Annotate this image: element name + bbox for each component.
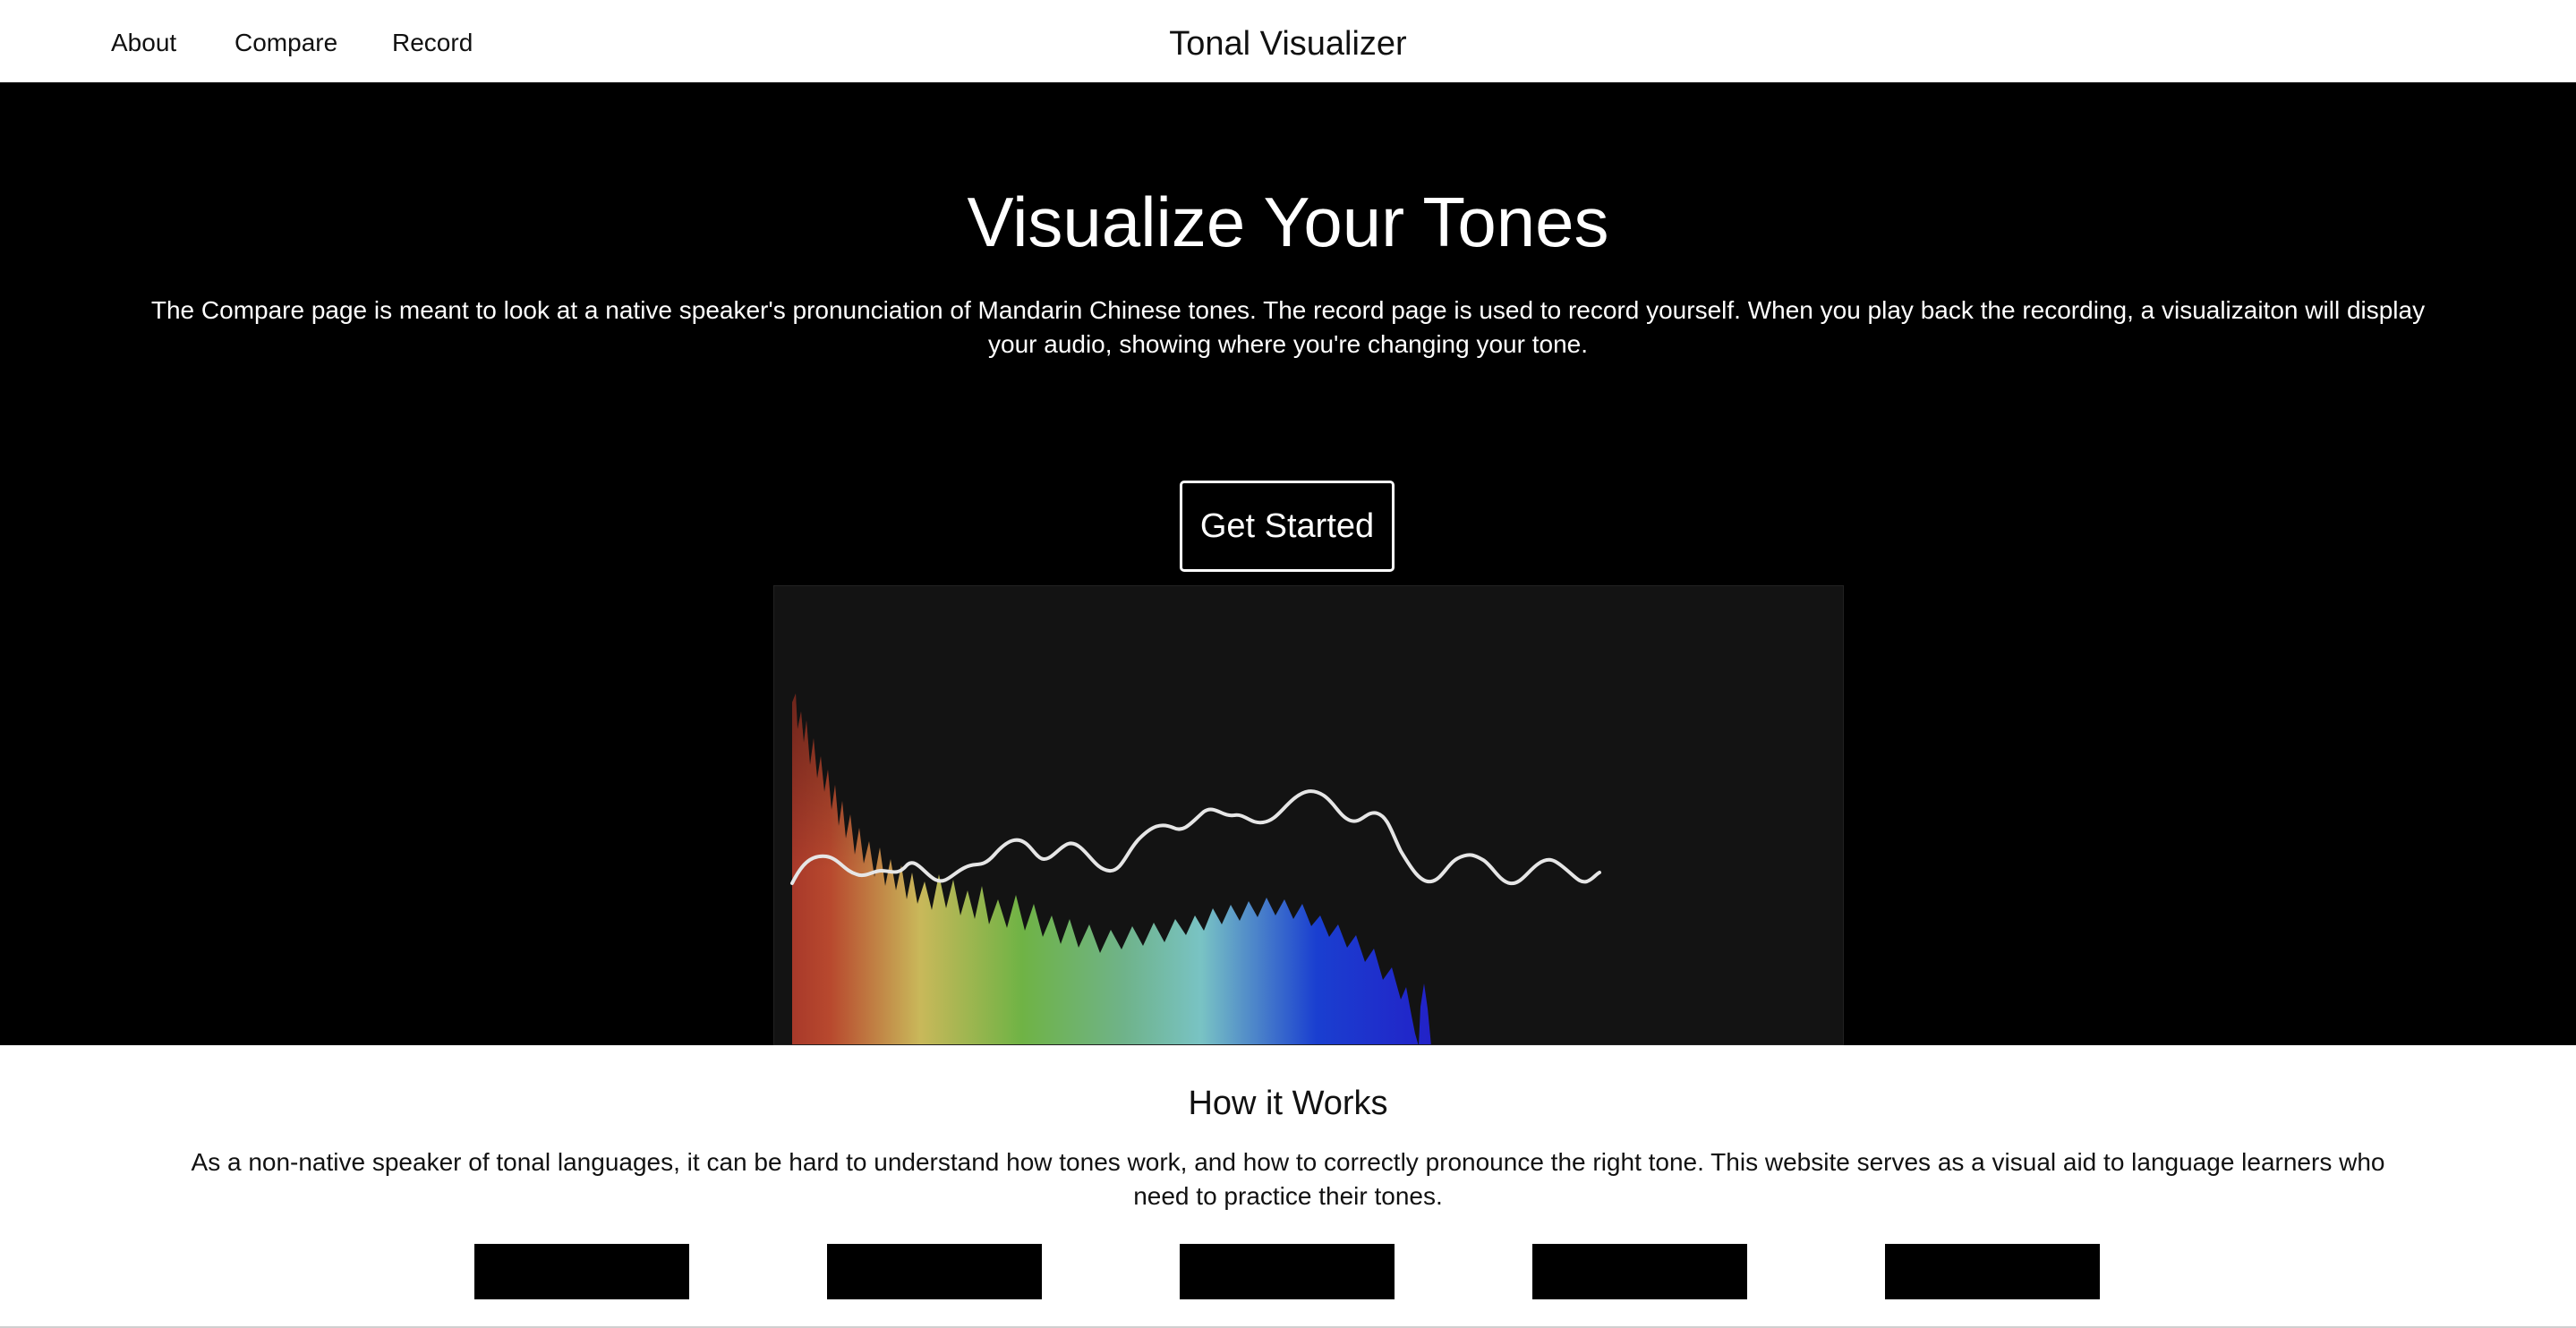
how-it-works-description: As a non-native speaker of tonal languag… (191, 1148, 2385, 1210)
step-card-5 (1885, 1244, 2100, 1299)
top-navbar: About Compare Record Tonal Visualizer (0, 0, 2576, 82)
get-started-button[interactable]: Get Started (1180, 481, 1395, 572)
hero-title: Visualize Your Tones (967, 183, 1609, 261)
nav-link-record[interactable]: Record (392, 29, 473, 56)
hero-section: Visualize Your Tones The Compare page is… (0, 82, 2576, 1045)
page-bottom-divider (0, 1326, 2576, 1328)
how-it-works-section: How it Works As a non-native speaker of … (0, 1045, 2576, 1328)
step-card-1 (474, 1244, 689, 1299)
hero-description: The Compare page is meant to look at a n… (150, 296, 2426, 358)
nav-link-compare[interactable]: Compare (235, 29, 338, 56)
step-card-3 (1180, 1244, 1395, 1299)
step-card-2 (827, 1244, 1042, 1299)
nav-link-about[interactable]: About (111, 29, 177, 56)
tone-visualization-image (773, 585, 1844, 1045)
brand-container: Tonal Visualizer (0, 23, 2576, 64)
site-brand[interactable]: Tonal Visualizer (1169, 25, 1407, 63)
how-it-works-title: How it Works (1188, 1085, 1388, 1122)
pitch-contour-line (790, 789, 1601, 886)
spectrum-pitch-graphic (790, 694, 1601, 1044)
step-card-4 (1532, 1244, 1747, 1299)
